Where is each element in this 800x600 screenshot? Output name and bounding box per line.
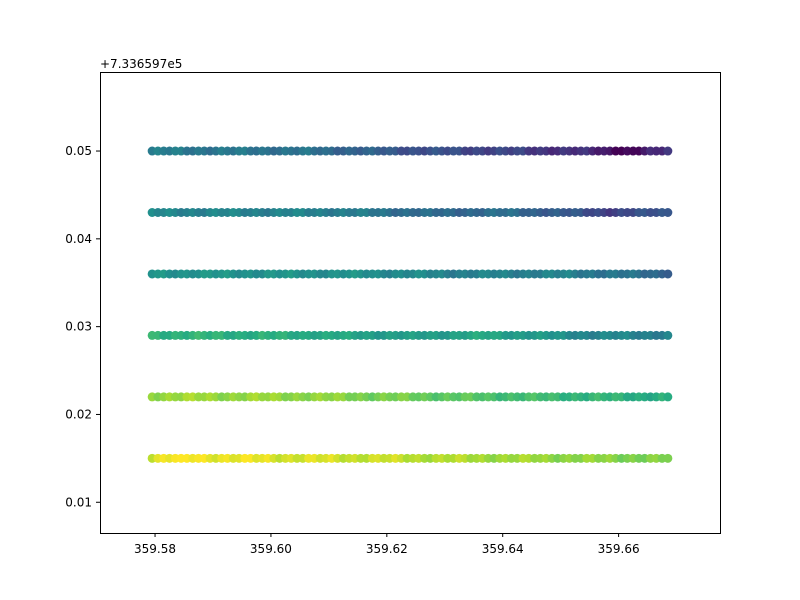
point-row (147, 330, 673, 340)
x-tick-label: 359.60 (250, 542, 292, 556)
data-point (663, 392, 673, 402)
point-row (147, 146, 673, 156)
data-point (663, 208, 673, 217)
point-row (147, 208, 673, 217)
data-point (663, 146, 673, 156)
x-tick-label: 359.66 (598, 542, 640, 556)
point-row (147, 453, 673, 463)
y-axis-offset-text: +7.336597e5 (100, 57, 182, 71)
point-row (147, 392, 673, 402)
y-tick-label: 0.03 (65, 320, 92, 334)
y-tick-label: 0.02 (65, 407, 92, 421)
x-tick-label: 359.58 (134, 542, 176, 556)
y-tick-label: 0.01 (65, 495, 92, 509)
y-axis: 0.01 0.02 0.03 0.04 0.05 (65, 144, 100, 509)
data-point (663, 330, 673, 340)
x-tick-label: 359.62 (366, 542, 408, 556)
points-layer (147, 146, 673, 463)
axes-frame (100, 72, 721, 534)
point-row (147, 269, 673, 279)
y-tick-label: 0.05 (65, 144, 92, 158)
x-axis: 359.58 359.60 359.62 359.64 359.66 (134, 533, 640, 556)
data-point (663, 269, 673, 279)
data-point (663, 453, 673, 463)
y-tick-label: 0.04 (65, 232, 92, 246)
x-tick-label: 359.64 (482, 542, 524, 556)
